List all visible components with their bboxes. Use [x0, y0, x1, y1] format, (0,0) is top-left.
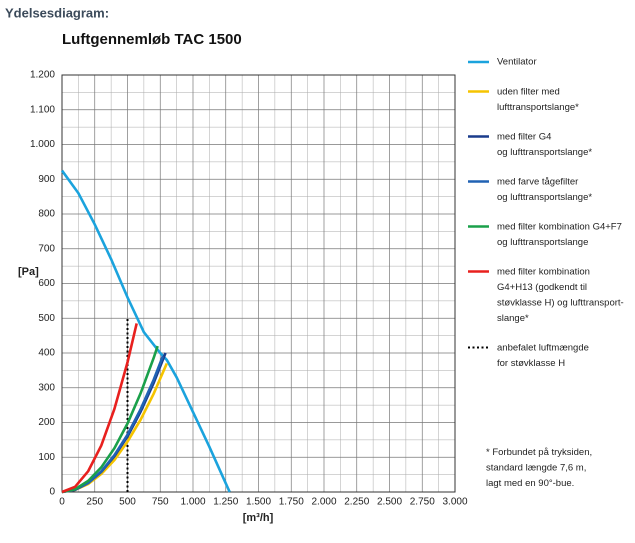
x-tick-label: 1.500 — [246, 497, 271, 508]
y-tick-label: 400 — [38, 348, 55, 359]
y-tick-label: 1.100 — [30, 104, 55, 115]
x-tick-label: 1.000 — [180, 497, 205, 508]
y-tick-label: 0 — [49, 487, 55, 498]
y-tick-label: 300 — [38, 382, 55, 393]
x-tick-label: 0 — [59, 497, 65, 508]
y-tick-label: 200 — [38, 417, 55, 428]
page-header: Ydelsesdiagram: — [5, 5, 109, 20]
series-line — [61, 345, 159, 494]
legend-label: uden filter med lufttransportslange* — [497, 86, 579, 113]
legend-label: med filter G4 og lufttransportslange* — [497, 131, 592, 158]
y-tick-label: 900 — [38, 174, 55, 185]
x-tick-label: 750 — [152, 497, 169, 508]
x-tick-label: 3.000 — [442, 497, 467, 508]
y-tick-label: 1.000 — [30, 139, 55, 150]
x-axis-label: [m³/h] — [243, 512, 274, 524]
y-tick-label: 500 — [38, 313, 55, 324]
annotation-label: anbefalet luftmængde for støvklasse H — [497, 342, 589, 369]
x-tick-label: 1.250 — [213, 497, 238, 508]
series-line — [60, 169, 231, 493]
legend-label: med filter kombination G4+H13 (godkendt t… — [497, 266, 624, 324]
x-tick-label: 2.000 — [311, 497, 336, 508]
plot-frame — [61, 74, 456, 493]
y-tick-label: 800 — [38, 209, 55, 220]
y-tick-label: 600 — [38, 278, 55, 289]
chart-title: Luftgennemløb TAC 1500 — [62, 31, 242, 48]
x-tick-label: 250 — [86, 497, 103, 508]
y-tick-label: 700 — [38, 243, 55, 254]
legend-label: med filter kombination G4+F7 og lufttrans… — [497, 221, 622, 248]
x-tick-label: 2.500 — [377, 497, 402, 508]
legend-label: med farve tågefilter og lufttransportslan… — [497, 176, 592, 203]
legend-label: Ventilator — [497, 57, 537, 68]
y-axis-label: [Pa] — [18, 266, 39, 278]
x-tick-label: 1.750 — [279, 497, 304, 508]
x-tick-label: 2.250 — [344, 497, 369, 508]
y-tick-label: 1.200 — [30, 70, 55, 81]
y-tick-label: 100 — [38, 452, 55, 463]
series-line — [61, 323, 138, 494]
x-tick-label: 2.750 — [410, 497, 435, 508]
x-tick-label: 500 — [119, 497, 136, 508]
footnote: * Forbundet på tryksiden, standard længde… — [486, 447, 592, 489]
